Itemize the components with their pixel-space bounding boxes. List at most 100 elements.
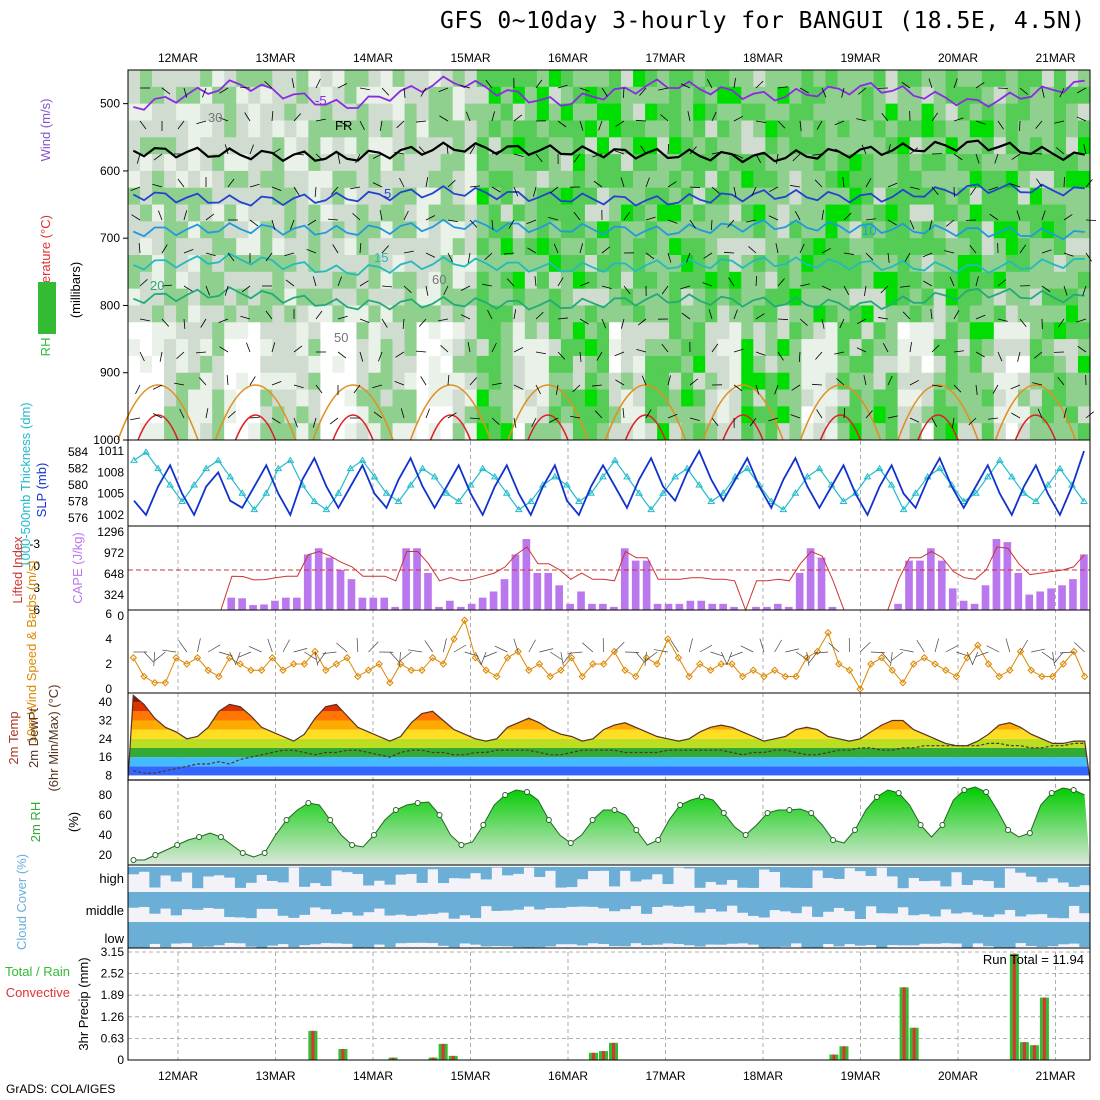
rh-cell [993, 187, 1007, 206]
isotherm-label: -5 [315, 93, 327, 108]
rh-cell [164, 154, 177, 172]
rh-cell [416, 305, 430, 323]
rh-cell [669, 423, 682, 441]
wind-barb [592, 153, 603, 158]
rh-cell [1029, 154, 1043, 172]
wind-barb [749, 417, 757, 427]
cloud-bar [309, 922, 321, 945]
cloud-bar [320, 867, 332, 887]
wind10m-barb [828, 642, 840, 653]
wind-speed-marker [268, 654, 277, 662]
rh-cell [428, 288, 442, 306]
cloud-bar [833, 892, 845, 908]
rh-cell [272, 406, 285, 424]
rh-cell [188, 204, 201, 222]
thickness-marker [442, 489, 451, 496]
rh-marker [611, 807, 618, 813]
rh-marker [786, 807, 793, 813]
rh-cell [584, 103, 598, 121]
cloud-bar [331, 892, 343, 915]
rh-cell [320, 170, 333, 189]
rh-cell [164, 238, 177, 256]
cloud-bar [673, 867, 685, 868]
upper-air-ylabel: Wind (m/s) [38, 99, 53, 162]
rh-cell [368, 423, 382, 441]
wind-barb [378, 351, 383, 362]
rh-cell [693, 372, 706, 391]
wind-barb [880, 285, 889, 294]
rh-cell [1017, 137, 1031, 155]
rh-cell [560, 221, 574, 239]
rh-cell [693, 271, 706, 290]
rh-cell [536, 221, 550, 239]
wind-barb [857, 87, 867, 95]
cloud-bar [234, 867, 246, 888]
wind-barb [1059, 87, 1065, 98]
isotherm-hot [819, 414, 862, 441]
thickness-marker [130, 456, 138, 463]
wind-barb [1019, 120, 1021, 132]
wind-barb [975, 153, 980, 164]
thickness-marker [1007, 472, 1016, 480]
cloud-bar [331, 922, 343, 944]
date-label-top: 12MAR [158, 51, 198, 65]
rh-cell [657, 339, 670, 357]
rh-cell [621, 322, 634, 340]
cloud-bar [320, 922, 332, 944]
rh-cell [176, 238, 189, 256]
rh-cell [981, 271, 995, 290]
rh-cell [957, 170, 971, 189]
rh-cell [296, 339, 309, 357]
wind10m-barb [562, 651, 572, 664]
cloud-bar [651, 922, 663, 945]
thickness-marker [815, 464, 824, 472]
rh-cell [176, 120, 189, 138]
wind-barb [447, 375, 450, 386]
wind-barb [557, 120, 567, 128]
rh-cell [657, 255, 670, 273]
rh-cell [164, 372, 177, 391]
wind-barb [988, 417, 999, 420]
rh-cell [320, 322, 333, 340]
rh-cell [320, 120, 333, 138]
rh-cell [164, 170, 177, 189]
wind-barb [1054, 120, 1065, 124]
wind-speed-marker [696, 660, 704, 668]
thickness-marker [250, 505, 259, 513]
rh-cell [308, 255, 321, 273]
rh-cell [248, 355, 261, 374]
wind-barb [621, 318, 625, 329]
rh-cell [837, 170, 850, 189]
wind-barb [887, 375, 893, 386]
rh-cell [945, 170, 959, 189]
rh-cell [464, 70, 478, 88]
rh-cell [765, 137, 778, 155]
rh-cell [428, 154, 442, 172]
isotherm-hot [234, 414, 277, 441]
rh-cell [1053, 187, 1067, 206]
rh-cell [428, 103, 442, 121]
cloud-bar [480, 892, 492, 907]
isotherm-20 [132, 286, 1085, 312]
rh-cell [140, 389, 153, 407]
li-tick: -3 [29, 537, 40, 551]
cloud-bar [726, 867, 738, 880]
wind-barb [219, 346, 229, 353]
rh-cell [765, 322, 778, 340]
wind-barb [131, 214, 141, 221]
cloud-bar [502, 922, 514, 947]
wind-barb [865, 218, 876, 221]
wind-barb [975, 351, 985, 358]
rh-cell [633, 238, 646, 256]
cloud-bar [812, 892, 824, 917]
rh-cell [224, 389, 237, 407]
rh-cell [645, 372, 658, 391]
rh-cell [825, 204, 838, 222]
rh-cell [909, 238, 923, 256]
rh-cell [452, 204, 466, 222]
wind-barb [1032, 382, 1043, 386]
rh-cell [861, 204, 875, 222]
rh-cell [320, 339, 333, 357]
rh-cell [693, 120, 706, 138]
rh-cell [344, 423, 357, 441]
